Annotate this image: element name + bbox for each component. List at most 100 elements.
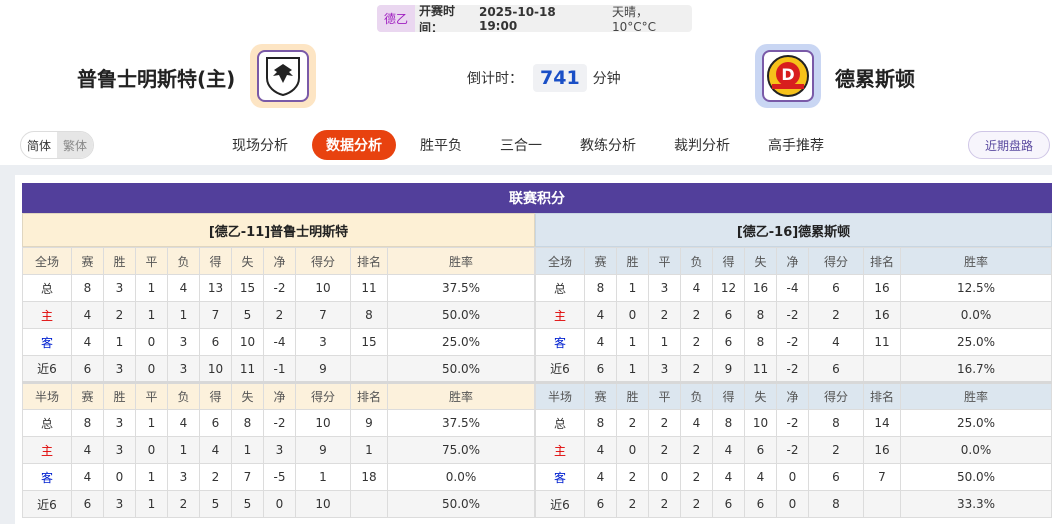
cell: -5: [263, 463, 296, 491]
column-header: 负: [167, 381, 200, 410]
cell: -2: [776, 436, 809, 464]
tab-4[interactable]: 教练分析: [580, 138, 636, 154]
home-team-name[interactable]: 普鲁士明斯特(主): [77, 67, 236, 91]
cell: 0: [135, 436, 168, 464]
cell: -2: [263, 409, 296, 437]
away-team-logo[interactable]: D: [755, 44, 821, 108]
cell: 2: [616, 463, 649, 491]
countdown-label: 倒计时：: [467, 71, 523, 87]
section-label: 半场: [535, 381, 585, 410]
cell: 8: [584, 274, 617, 302]
cell: 0: [776, 463, 809, 491]
cell: 1: [350, 436, 388, 464]
cell: 16: [863, 436, 901, 464]
column-header: 负: [167, 247, 200, 275]
tab-0[interactable]: 现场分析: [232, 138, 288, 154]
cell: 0.0%: [900, 436, 1052, 464]
analysis-tabs: 现场分析 数据分析 胜平负 三合一 教练分析 裁判分析 高手推荐: [218, 130, 848, 160]
row-label: 客: [535, 463, 585, 491]
column-header: 得分: [295, 381, 351, 410]
row-label: 主: [535, 301, 585, 329]
cell: 2: [648, 436, 681, 464]
cell: -1: [263, 355, 296, 383]
tab-3[interactable]: 三合一: [500, 138, 542, 154]
cell: 1: [648, 328, 681, 356]
tab-5[interactable]: 裁判分析: [674, 138, 730, 154]
row-label: 主: [22, 301, 72, 329]
cell: 4: [744, 463, 777, 491]
cell: 6: [808, 463, 864, 491]
home-team-logo[interactable]: [250, 44, 316, 108]
cell: 13: [199, 274, 232, 302]
cell: 50.0%: [387, 490, 535, 518]
cell: 2: [648, 409, 681, 437]
column-header: 平: [648, 381, 681, 410]
cell: 4: [584, 301, 617, 329]
cell: 37.5%: [387, 274, 535, 302]
tab-1[interactable]: 数据分析: [312, 130, 396, 160]
kickoff-label: 开赛时间：: [419, 5, 456, 32]
cell: 8: [350, 301, 388, 329]
cell: -2: [776, 328, 809, 356]
cell: 2: [648, 490, 681, 518]
cell: 4: [71, 328, 104, 356]
column-header: 平: [135, 381, 168, 410]
cell: 6: [808, 274, 864, 302]
cell: 6: [744, 490, 777, 518]
section-label: 全场: [535, 247, 585, 275]
table-row: 主 4 3 0 1 4 1 3 9 1 75.0%: [22, 436, 535, 464]
cell: 2: [680, 355, 713, 383]
column-header: 排名: [350, 381, 388, 410]
column-header: 胜率: [900, 381, 1052, 410]
cell: 0: [616, 436, 649, 464]
cell: 11: [350, 274, 388, 302]
cell: 8: [71, 274, 104, 302]
cell: 12.5%: [900, 274, 1052, 302]
cell: 50.0%: [900, 463, 1052, 491]
tab-2[interactable]: 胜平负: [420, 138, 462, 154]
row-label: 客: [22, 328, 72, 356]
cell: 2: [680, 301, 713, 329]
recent-trend-button[interactable]: 近期盘路: [968, 131, 1050, 159]
tab-6[interactable]: 高手推荐: [768, 138, 824, 154]
cell: 9: [350, 409, 388, 437]
cell: 4: [71, 463, 104, 491]
column-header: 得分: [295, 247, 351, 275]
cell: -2: [776, 409, 809, 437]
cell: 3: [648, 355, 681, 383]
column-header: 净: [263, 381, 296, 410]
row-label: 客: [22, 463, 72, 491]
league-badge[interactable]: 德乙: [377, 5, 415, 32]
lang-simplified[interactable]: 简体: [27, 138, 52, 153]
cell: 10: [199, 355, 232, 383]
column-header: 失: [231, 381, 264, 410]
cell: 15: [231, 274, 264, 302]
column-header: 失: [744, 381, 777, 410]
table-row: 客 4 1 0 3 6 10 -4 3 15 25.0%: [22, 328, 535, 356]
table-row: 主 4 2 1 1 7 5 2 7 8 50.0%: [22, 301, 535, 329]
cell: 3: [263, 436, 296, 464]
cell: 0.0%: [387, 463, 535, 491]
cell: 4: [167, 274, 200, 302]
table-row: 主 4 0 2 2 4 6 -2 2 16 0.0%: [535, 436, 1052, 464]
column-header: 排名: [863, 247, 901, 275]
cell: 3: [103, 490, 136, 518]
cell: 2: [808, 301, 864, 329]
cell: 3: [648, 274, 681, 302]
standings-title: 联赛积分: [22, 183, 1052, 213]
cell: 2: [167, 490, 200, 518]
countdown: 倒计时： 741 分钟: [467, 64, 621, 92]
cell: -4: [776, 274, 809, 302]
lang-traditional[interactable]: 繁体: [57, 132, 94, 158]
kickoff-time: 2025-10-18 19:00: [478, 5, 556, 32]
cell: 2: [680, 436, 713, 464]
cell: 10: [231, 328, 264, 356]
section-label: 半场: [22, 381, 72, 410]
column-header: 得: [199, 247, 232, 275]
cell: 6: [199, 409, 232, 437]
cell: 4: [680, 409, 713, 437]
table-row: 近6 6 3 1 2 5 5 0 10 50.0%: [22, 490, 535, 518]
away-team-name[interactable]: 德累斯顿: [835, 67, 915, 91]
cell: 5: [199, 490, 232, 518]
cell: 4: [584, 328, 617, 356]
